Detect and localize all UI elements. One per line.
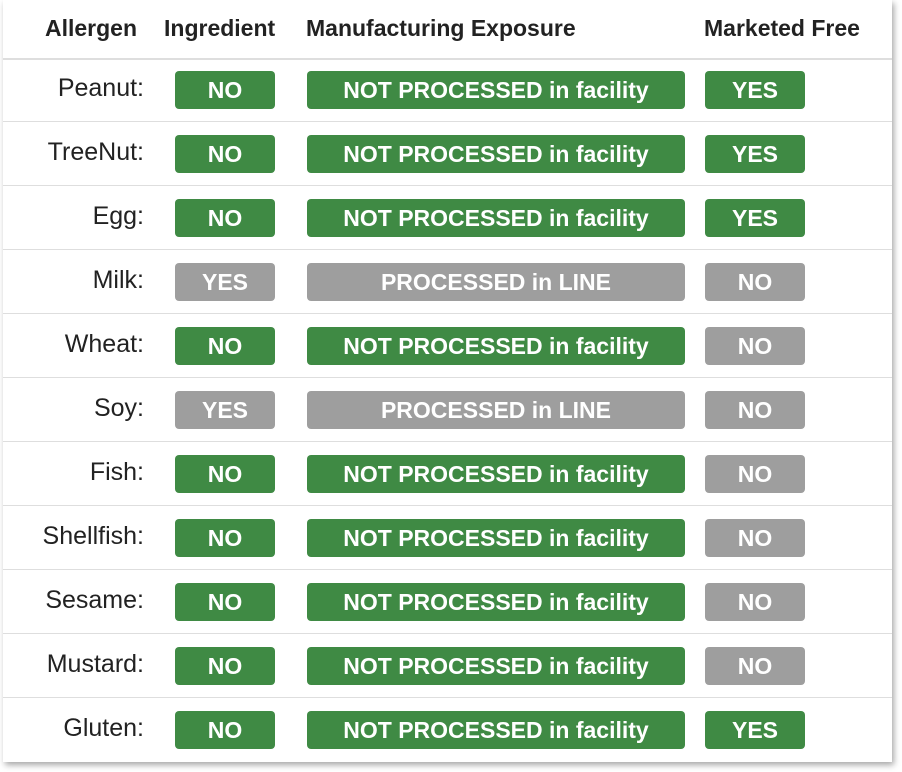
marketed-free-badge: NO (705, 327, 805, 365)
exposure-badge: PROCESSED in LINE (307, 391, 685, 429)
allergen-name: Fish: (89, 458, 144, 486)
table-row: Milk: YES PROCESSED in LINE NO (3, 250, 892, 314)
marketed-free-badge: NO (705, 391, 805, 429)
allergen-name: TreeNut: (47, 138, 144, 166)
ingredient-badge: NO (175, 519, 275, 557)
marketed-free-badge: YES (705, 135, 805, 173)
ingredient-badge: NO (175, 647, 275, 685)
table-row: Mustard: NO NOT PROCESSED in facility NO (3, 634, 892, 698)
marketed-free-badge: YES (705, 199, 805, 237)
allergen-name: Egg: (92, 202, 144, 230)
allergen-name: Milk: (92, 266, 144, 294)
allergen-name: Shellfish: (42, 522, 144, 550)
marketed-free-badge: NO (705, 583, 805, 621)
exposure-badge: NOT PROCESSED in facility (307, 135, 685, 173)
exposure-badge: NOT PROCESSED in facility (307, 327, 685, 365)
table-row: Peanut: NO NOT PROCESSED in facility YES (3, 58, 892, 122)
table-row: Wheat: NO NOT PROCESSED in facility NO (3, 314, 892, 378)
header-ingredient: Ingredient (164, 15, 276, 41)
table-row: Sesame: NO NOT PROCESSED in facility NO (3, 570, 892, 634)
allergen-name: Wheat: (64, 330, 144, 358)
marketed-free-badge: NO (705, 455, 805, 493)
exposure-badge: PROCESSED in LINE (307, 263, 685, 301)
exposure-badge: NOT PROCESSED in facility (307, 455, 685, 493)
table-body: Peanut: NO NOT PROCESSED in facility YES Tre… (3, 58, 892, 761)
header-manufacturing-exposure: Manufacturing Exposure (306, 15, 576, 41)
ingredient-badge: NO (175, 455, 275, 493)
marketed-free-badge: NO (705, 263, 805, 301)
allergen-name: Soy: (93, 394, 144, 422)
table-row: Gluten: NO NOT PROCESSED in facility YES (3, 698, 892, 761)
exposure-badge: NOT PROCESSED in facility (307, 71, 685, 109)
ingredient-badge: NO (175, 327, 275, 365)
header-allergen: Allergen (45, 15, 138, 41)
marketed-free-badge: NO (705, 647, 805, 685)
ingredient-badge: NO (175, 199, 275, 237)
ingredient-badge: NO (175, 135, 275, 173)
table-header: Allergen Ingredient Manufacturing Exposu… (3, 0, 892, 60)
ingredient-badge: YES (175, 263, 275, 301)
allergen-name: Mustard: (46, 650, 144, 678)
exposure-badge: NOT PROCESSED in facility (307, 647, 685, 685)
allergen-table: Allergen Ingredient Manufacturing Exposu… (3, 0, 892, 762)
exposure-badge: NOT PROCESSED in facility (307, 199, 685, 237)
exposure-badge: NOT PROCESSED in facility (307, 519, 685, 557)
table-row: Fish: NO NOT PROCESSED in facility NO (3, 442, 892, 506)
table-row: TreeNut: NO NOT PROCESSED in facility YES (3, 122, 892, 186)
header-marketed-free: Marketed Free (704, 15, 860, 41)
marketed-free-badge: YES (705, 71, 805, 109)
table-row: Egg: NO NOT PROCESSED in facility YES (3, 186, 892, 250)
table-row: Soy: YES PROCESSED in LINE NO (3, 378, 892, 442)
marketed-free-badge: YES (705, 711, 805, 749)
ingredient-badge: YES (175, 391, 275, 429)
ingredient-badge: NO (175, 583, 275, 621)
allergen-name: Gluten: (63, 714, 144, 742)
table-row: Shellfish: NO NOT PROCESSED in facility NO (3, 506, 892, 570)
ingredient-badge: NO (175, 711, 275, 749)
exposure-badge: NOT PROCESSED in facility (307, 583, 685, 621)
allergen-name: Sesame: (45, 586, 144, 614)
ingredient-badge: NO (175, 71, 275, 109)
exposure-badge: NOT PROCESSED in facility (307, 711, 685, 749)
marketed-free-badge: NO (705, 519, 805, 557)
allergen-name: Peanut: (57, 74, 144, 102)
